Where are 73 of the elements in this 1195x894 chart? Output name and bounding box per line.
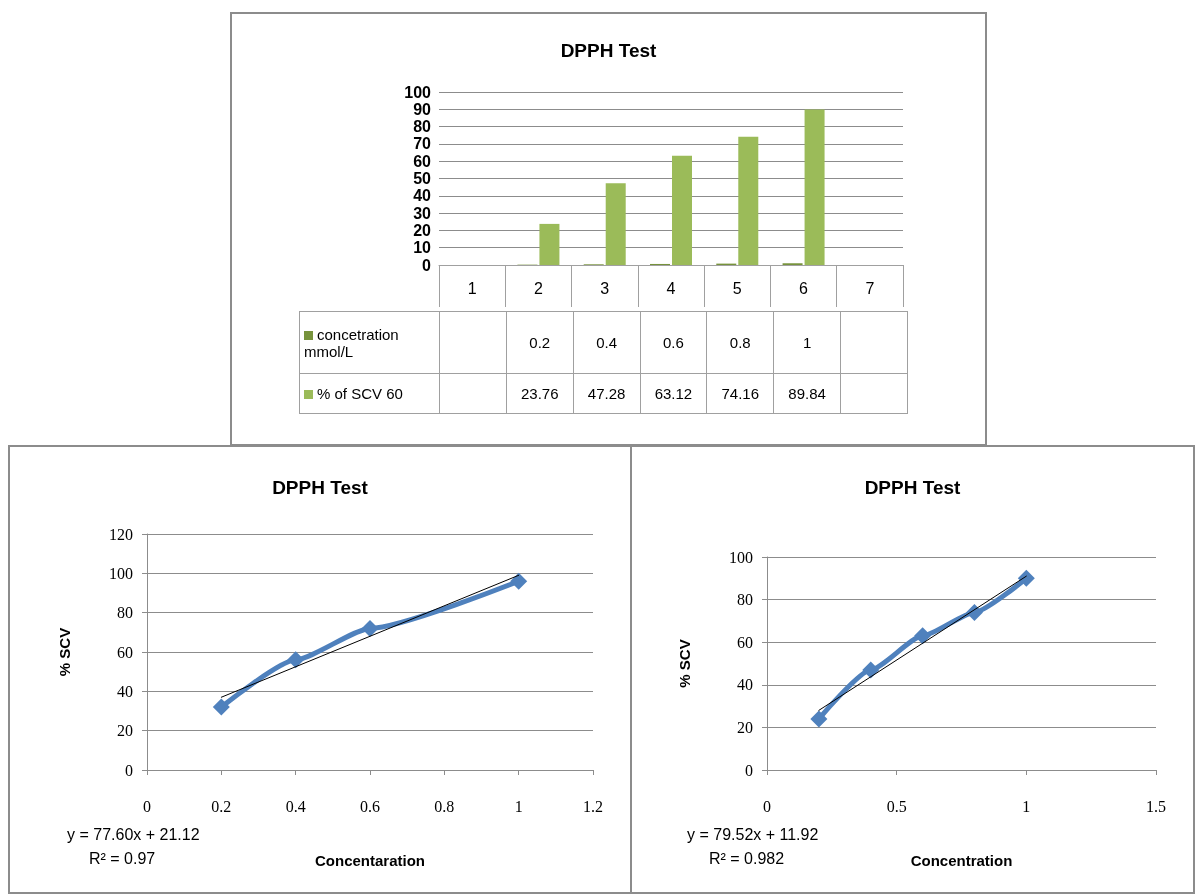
chart-title: DPPH Test — [272, 477, 369, 498]
y-axis-title: % SCV — [676, 639, 693, 688]
x-tick-label: 2 — [533, 279, 543, 297]
y-tick-label: 40 — [117, 682, 133, 700]
data-label: 74.16 — [706, 373, 774, 414]
bar — [804, 109, 825, 265]
legend-label: concetration mmol/L — [299, 311, 440, 374]
y-tick-label: 20 — [117, 722, 133, 740]
y-tick-label: 40 — [737, 676, 753, 694]
bar — [738, 136, 759, 265]
chart-title: DPPH Test — [560, 40, 658, 61]
data-label: 23.76 — [506, 373, 574, 414]
x-tick-label: 1 — [1022, 797, 1031, 815]
point — [212, 698, 230, 716]
data-label: 89.84 — [773, 373, 841, 414]
x-tick-label: 1 — [514, 797, 523, 815]
x-tick-label: 0.8 — [434, 797, 455, 815]
x-axis-title: Concentaration — [314, 852, 426, 869]
y-tick-label: 60 — [737, 633, 753, 651]
data-label: 63.12 — [640, 373, 707, 414]
text: R² = 0.982 — [709, 849, 785, 867]
chart-title: DPPH Test — [864, 477, 962, 498]
text: y = 77.60x + 21.12 — [67, 825, 200, 843]
y-tick-label: 100 — [109, 564, 133, 582]
bar — [539, 223, 560, 265]
data-label: 47.28 — [573, 373, 641, 414]
y-tick-label: 90 — [413, 100, 432, 118]
y-tick-label: 80 — [117, 604, 133, 622]
y-tick-label: 10 — [413, 239, 432, 257]
x-tick-label: 0 — [143, 797, 151, 815]
point — [1017, 569, 1035, 587]
legend-label: % of SCV 60 — [299, 373, 440, 414]
y-tick-label: 60 — [413, 152, 432, 170]
x-axis-title: Concentration — [910, 852, 1013, 869]
y-tick-label: 0 — [422, 256, 432, 274]
x-tick-label: 6 — [799, 279, 809, 297]
y-tick-label: 50 — [413, 170, 432, 187]
x-tick-label: 7 — [865, 279, 875, 297]
y-tick-label: 80 — [737, 591, 753, 609]
point — [810, 710, 828, 728]
y-tick-label: 120 — [109, 525, 133, 543]
y-tick-label: 100 — [729, 548, 753, 566]
point — [914, 627, 932, 645]
x-tick-label: 3 — [600, 279, 610, 297]
y-axis-title: % SCV — [56, 627, 73, 677]
y-tick-label: 60 — [117, 643, 133, 661]
point — [287, 651, 305, 669]
y-tick-label: 30 — [413, 204, 432, 222]
x-tick-label: 0.6 — [360, 797, 380, 815]
x-tick-label: 1.5 — [1146, 797, 1166, 815]
y-tick-label: 20 — [737, 718, 753, 736]
y-tick-label: 0 — [745, 761, 753, 779]
point — [862, 661, 880, 679]
point — [361, 619, 379, 637]
text: y = 79.52x + 11.92 — [687, 825, 819, 843]
x-tick-label: 5 — [732, 279, 742, 297]
x-tick-label: 0.4 — [285, 797, 306, 815]
y-tick-label: 20 — [413, 221, 432, 239]
x-tick-label: 1.2 — [583, 797, 603, 815]
y-tick-label: 80 — [413, 118, 432, 136]
x-tick-label: 0.5 — [886, 797, 907, 815]
text: R² = 0.97 — [89, 849, 156, 867]
y-tick-label: 40 — [413, 187, 432, 205]
bar — [605, 183, 626, 265]
y-tick-label: 0 — [125, 761, 133, 779]
x-tick-label: 0.2 — [211, 797, 232, 815]
x-tick-label: 0 — [763, 797, 771, 815]
bar — [672, 155, 692, 265]
x-tick-label: 4 — [666, 279, 676, 297]
y-tick-label: 100 — [404, 83, 432, 101]
y-tick-label: 70 — [413, 135, 432, 153]
x-tick-label: 1 — [467, 279, 477, 297]
point — [510, 572, 528, 590]
